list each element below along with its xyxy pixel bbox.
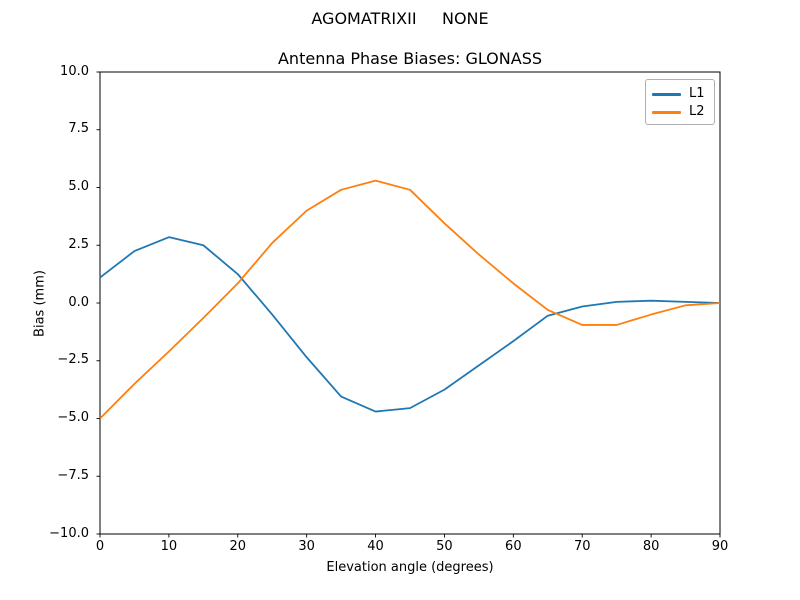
l2-line-swatch [652,110,681,114]
y-tick-label: −5.0 [57,410,89,425]
x-tick-label: 90 [711,539,729,554]
y-tick-label: 2.5 [68,236,89,252]
y-tick-label: −10.0 [49,525,89,541]
legend-entry-l1: L1 [652,85,714,103]
line-l1 [99,236,721,413]
x-tick-label: 50 [436,539,453,554]
legend-label-l1: L1 [689,86,705,101]
y-tick-label: −2.5 [57,352,89,368]
x-tick-label: 20 [229,539,247,554]
figure-suptitle: AGOMATRIXII NONE [311,9,489,28]
x-tick-label: 60 [505,539,522,554]
legend-entry-l2: L2 [652,103,714,121]
axes-title: Antenna Phase Biases: GLONASS [277,49,542,68]
y-tick-label: 10.0 [60,63,89,79]
x-tick-label: 40 [367,539,384,554]
x-tick-label: 10 [160,539,178,554]
x-tick-label: 70 [573,539,591,554]
legend: L1 L2 [645,79,715,125]
y-tick-label: −7.5 [57,467,89,483]
line-l2 [99,179,721,420]
axes-spines [99,71,721,535]
x-tick-label: 0 [95,539,105,554]
l1-line-swatch [652,92,681,96]
y-tick-label: 5.0 [68,179,89,194]
x-tick-label: 80 [642,539,660,554]
x-tick-label: 30 [298,539,315,554]
x-axis-label: Elevation angle (degrees) [326,560,494,575]
legend-label-l2: L2 [689,104,705,119]
y-tick-label: 7.5 [68,121,89,137]
y-tick-label: 0.0 [68,294,89,310]
